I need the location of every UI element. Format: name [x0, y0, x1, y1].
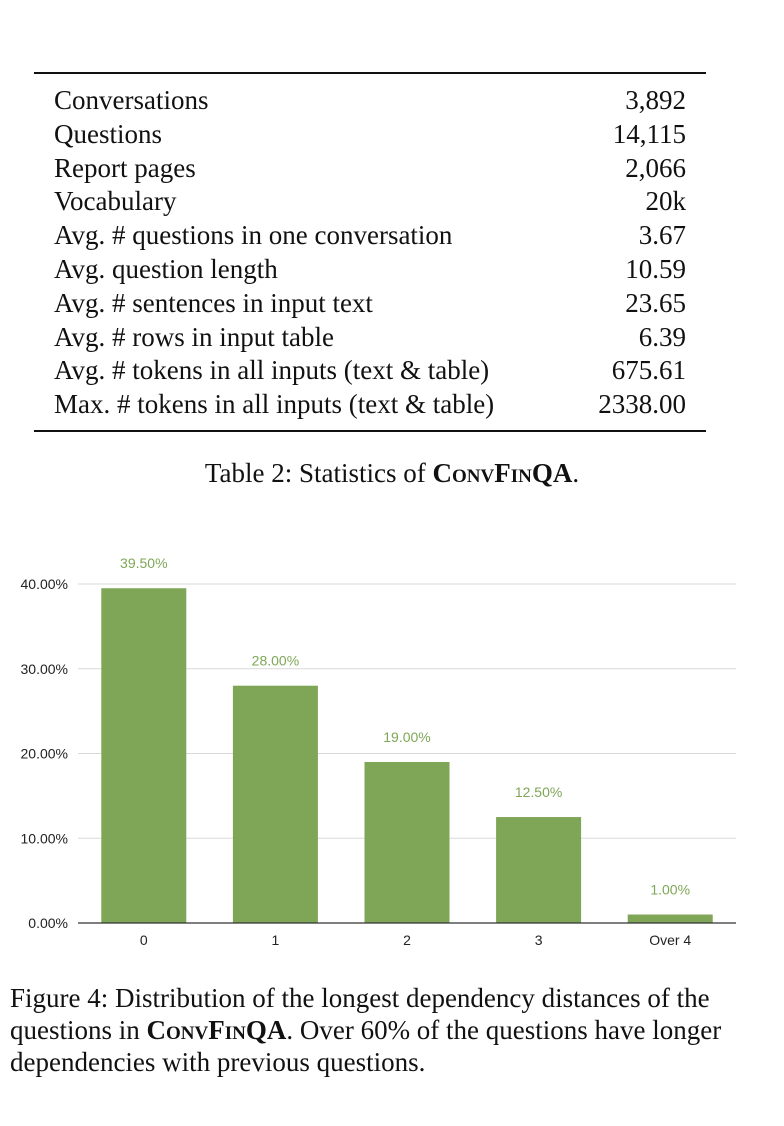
statistics-table: Conversations 3,892 Questions 14,115 Rep… — [34, 72, 706, 432]
bar-data-label: 28.00% — [252, 653, 299, 669]
row-value: 23.65 — [625, 287, 686, 318]
row-label: Avg. question length — [54, 253, 278, 284]
row-label: Avg. # questions in one conversation — [54, 220, 453, 251]
table-caption: Table 2: Statistics of ConvFinQA. — [0, 458, 784, 489]
row-value: 20k — [645, 186, 687, 217]
row-value: 675.61 — [611, 355, 686, 386]
row-value: 3.67 — [638, 220, 686, 251]
row-value: 3,892 — [625, 85, 686, 115]
table-row: Report pages 2,066 — [34, 152, 706, 186]
x-tick-label: 3 — [535, 932, 543, 948]
row-label: Conversations — [54, 85, 209, 115]
bar-data-label: 39.50% — [120, 555, 167, 571]
row-label: Questions — [54, 118, 162, 149]
figure-caption: Figure 4: Distribution of the longest de… — [10, 982, 770, 1078]
row-label: Report pages — [54, 152, 196, 183]
bar — [101, 588, 187, 923]
x-tick-label: 1 — [272, 932, 280, 948]
row-value: 6.39 — [638, 321, 686, 352]
table-row: Conversations 3,892 — [34, 84, 706, 118]
bar — [232, 685, 318, 923]
table-row: Max. # tokens in all inputs (text & tabl… — [34, 388, 706, 422]
y-tick-label: 10.00% — [21, 830, 68, 846]
table-row: Avg. # tokens in all inputs (text & tabl… — [34, 354, 706, 388]
x-tick-label: 0 — [140, 932, 148, 948]
bar-chart-svg: 0.00% 10.00% 20.00% 30.00% 40.00% 39.50% 0 28.0… — [21, 555, 736, 948]
y-tick-label: 0.00% — [28, 915, 68, 931]
bar — [496, 817, 582, 923]
table-row: Questions 14,115 — [34, 118, 706, 152]
table-row: Avg. # questions in one conversation 3.6… — [34, 219, 706, 253]
bar-data-label: 1.00% — [650, 882, 690, 898]
figure-caption-name: ConvFinQA — [146, 1015, 287, 1045]
x-tick-label: 2 — [403, 932, 411, 948]
y-tick-label: 30.00% — [21, 661, 68, 677]
row-label: Max. # tokens in all inputs (text & tabl… — [54, 389, 495, 420]
bar — [627, 914, 713, 923]
bar — [364, 761, 450, 923]
table-row: Avg. # rows in input table 6.39 — [34, 321, 706, 355]
table-caption-suffix: . — [572, 458, 580, 488]
x-tick-label: Over 4 — [649, 932, 691, 948]
figure-caption-prefix: Figure 4: Distribution of the longest de… — [10, 983, 710, 1045]
table-row: Vocabulary 20k — [34, 185, 706, 219]
row-value: 2338.00 — [598, 389, 686, 420]
table-row: Avg. # sentences in input text 23.65 — [34, 287, 706, 321]
dependency-distance-chart: 0.00% 10.00% 20.00% 30.00% 40.00% 39.50% 0 28.0… — [0, 540, 784, 960]
row-label: Vocabulary — [54, 186, 177, 217]
row-label: Avg. # rows in input table — [54, 321, 334, 352]
figure-caption-suffix: . Over 60% of the questions have longer … — [10, 1015, 722, 1077]
table-row: Avg. question length 10.59 — [34, 253, 706, 287]
bar-data-label: 12.50% — [515, 784, 562, 800]
y-tick-label: 20.00% — [21, 746, 68, 762]
bar-data-label: 19.00% — [383, 729, 430, 745]
row-value: 2,066 — [625, 152, 686, 183]
table-caption-name: ConvFinQA — [432, 458, 573, 488]
row-label: Avg. # tokens in all inputs (text & tabl… — [54, 355, 490, 386]
row-label: Avg. # sentences in input text — [54, 287, 373, 318]
row-value: 14,115 — [612, 118, 686, 149]
y-tick-label: 40.00% — [21, 576, 68, 592]
row-value: 10.59 — [625, 253, 686, 284]
table-caption-prefix: Table 2: Statistics of — [204, 458, 433, 488]
